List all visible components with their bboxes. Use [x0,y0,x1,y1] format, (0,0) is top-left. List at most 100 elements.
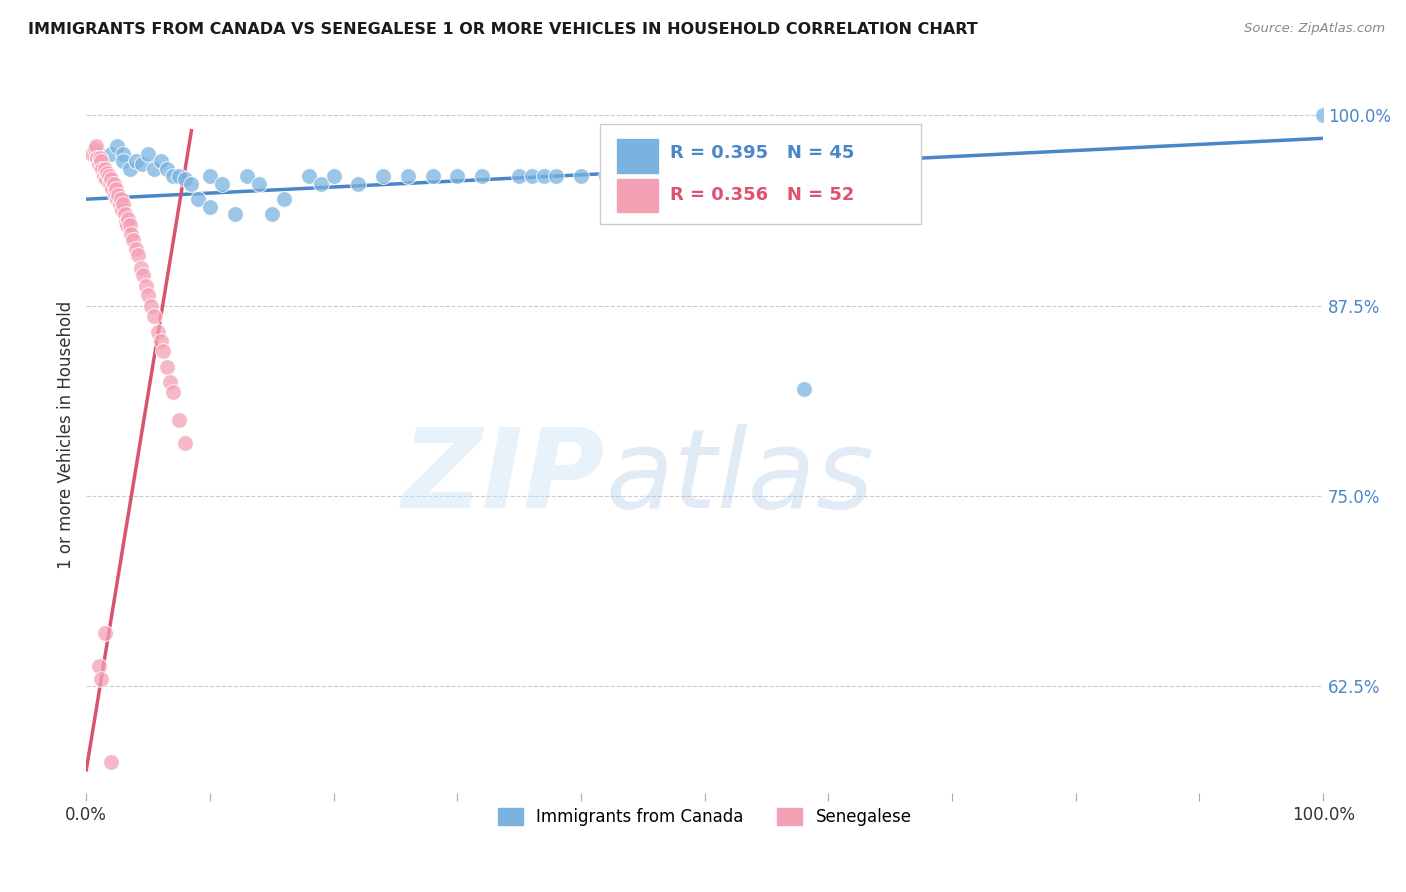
Point [94,161,117,176]
Point [198,200,221,214]
Point [371,169,394,184]
Point [156,161,179,176]
Point [143,310,166,324]
Point [100,172,122,186]
Point [101,181,124,195]
Point [143,161,166,176]
Point [508,169,530,184]
Point [162,385,184,400]
Point [127,248,149,262]
Point [104,181,127,195]
Point [298,169,321,184]
Point [108,196,131,211]
Point [174,172,197,186]
Point [118,161,141,176]
Point [167,413,190,427]
Text: Source: ZipAtlas.com: Source: ZipAtlas.com [1244,22,1385,36]
Point [100,756,122,770]
Point [131,157,153,171]
Point [112,196,135,211]
Point [546,169,568,184]
Point [90,154,112,169]
Text: R = 0.395   N = 45: R = 0.395 N = 45 [671,144,855,161]
Point [107,187,129,202]
Point [132,268,155,283]
Point [87,659,110,673]
Text: IMMIGRANTS FROM CANADA VS SENEGALESE 1 OR MORE VEHICLES IN HOUSEHOLD CORRELATION: IMMIGRANTS FROM CANADA VS SENEGALESE 1 O… [28,22,977,37]
Point [136,146,159,161]
Point [149,334,172,348]
Point [112,146,135,161]
Point [422,169,444,184]
Text: ZIP: ZIP [402,425,606,532]
Point [111,202,134,217]
Point [98,177,121,191]
Point [595,169,617,184]
Text: atlas: atlas [606,425,875,532]
Point [125,154,148,169]
Point [122,233,145,247]
Point [120,227,142,242]
Text: R = 0.356   N = 52: R = 0.356 N = 52 [671,186,855,204]
Point [87,146,110,161]
Point [112,154,135,169]
Point [136,288,159,302]
Point [152,344,174,359]
Point [174,435,197,450]
Point [159,375,181,389]
Point [224,207,246,221]
Point [180,177,202,191]
Point [619,169,641,184]
Point [211,177,233,191]
Point [347,177,370,191]
Point [187,192,209,206]
Point [110,192,132,206]
Point [644,169,666,184]
Point [249,177,271,191]
Point [82,146,104,161]
Point [105,139,128,153]
Point [94,625,117,640]
Point [117,211,139,226]
Point [396,169,419,184]
Point [260,207,283,221]
FancyBboxPatch shape [599,124,921,224]
Point [118,218,141,232]
Point [236,169,259,184]
Point [793,383,815,397]
Point [533,169,555,184]
Point [115,215,138,229]
Point [149,154,172,169]
Point [86,151,108,165]
Point [90,672,112,686]
Legend: Immigrants from Canada, Senegalese: Immigrants from Canada, Senegalese [489,799,920,834]
Point [167,169,190,184]
Point [94,172,117,186]
FancyBboxPatch shape [616,178,659,213]
Point [91,161,114,176]
FancyBboxPatch shape [616,138,659,174]
Point [693,169,716,184]
Point [273,192,295,206]
Point [162,169,184,184]
Point [139,299,162,313]
Point [1312,108,1334,122]
Point [84,139,107,153]
Point [125,243,148,257]
Point [114,207,136,221]
Point [146,325,169,339]
Point [97,169,120,184]
Point [89,151,111,165]
Point [96,166,118,180]
Point [105,192,128,206]
Point [311,177,333,191]
Point [103,177,125,191]
Point [471,169,494,184]
Point [198,169,221,184]
Point [100,146,122,161]
Y-axis label: 1 or more Vehicles in Household: 1 or more Vehicles in Household [58,301,75,569]
Point [446,169,468,184]
Point [104,187,127,202]
Point [520,169,543,184]
Point [322,169,344,184]
